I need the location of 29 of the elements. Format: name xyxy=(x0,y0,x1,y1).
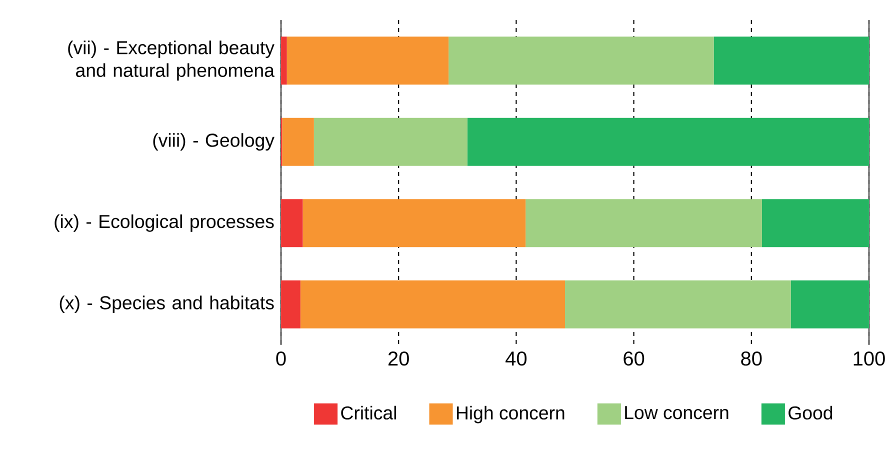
legend-label: High concern xyxy=(456,406,564,424)
x-tick-label: 60 xyxy=(624,351,644,366)
bar xyxy=(281,199,303,248)
bar xyxy=(281,36,287,85)
y-tick-label: (viii) - Geology xyxy=(153,133,274,151)
x-tick-label: 0 xyxy=(276,351,286,366)
bar xyxy=(467,118,869,166)
bar xyxy=(526,199,762,248)
bar xyxy=(790,280,869,328)
bar xyxy=(300,280,565,328)
y-tick-label: (x) - Species and habitats xyxy=(60,296,274,314)
bar xyxy=(448,36,714,85)
bar xyxy=(281,280,300,328)
bar xyxy=(314,118,468,166)
legend-label: Low concern xyxy=(625,406,728,420)
x-tick-label: 40 xyxy=(506,351,527,366)
y-tick-label: (vii) - Exceptional beauty and natural phenomena xyxy=(68,40,274,81)
x-tick-label: 100 xyxy=(854,351,885,366)
bar xyxy=(714,36,869,85)
bar xyxy=(302,199,526,248)
bar xyxy=(286,36,449,85)
bar xyxy=(565,280,791,328)
x-tick-label: 80 xyxy=(741,351,762,366)
bar xyxy=(282,118,314,166)
legend-label: Critical xyxy=(341,406,396,420)
legend-label: Good xyxy=(788,406,832,420)
y-tick-label: (ix) - Ecological processes xyxy=(54,214,274,232)
x-tick-label: 20 xyxy=(388,351,409,366)
bar xyxy=(762,199,869,248)
